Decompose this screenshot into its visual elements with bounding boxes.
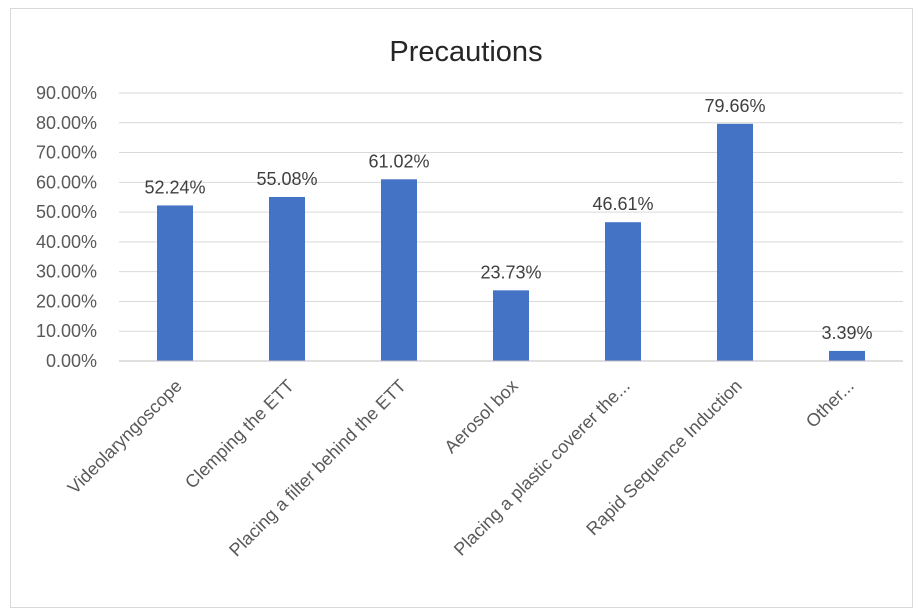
x-category-label: Other... (802, 376, 858, 432)
data-label: 61.02% (368, 151, 429, 171)
bar (717, 123, 753, 361)
bar-chart: Precautions 0.00% 10.00% 20.00% 30.00% 40.00… (36, 36, 903, 561)
bar (157, 205, 193, 361)
bar (605, 222, 641, 361)
y-tick-label: 0.00% (46, 351, 97, 371)
data-label: 23.73% (480, 262, 541, 282)
y-tick-label: 80.00% (36, 113, 97, 133)
y-tick-label: 10.00% (36, 321, 97, 341)
x-category-label: Placing a filter behind the ETT (225, 376, 410, 561)
bar (493, 290, 529, 361)
y-tick-label: 60.00% (36, 172, 97, 192)
bar (381, 179, 417, 361)
x-category-label: Videolaryngoscope (64, 376, 186, 498)
y-tick-label: 90.00% (36, 83, 97, 103)
y-tick-label: 30.00% (36, 262, 97, 282)
x-category-label: Aerosol box (440, 376, 521, 457)
gridlines (119, 92, 903, 332)
bars (157, 123, 865, 361)
y-tick-label: 20.00% (36, 291, 97, 311)
data-label: 55.08% (256, 169, 317, 189)
y-tick-label: 40.00% (36, 232, 97, 252)
data-label: 46.61% (592, 194, 653, 214)
data-label: 52.24% (144, 177, 205, 197)
x-category-label: Placing a plastic coverer the... (450, 376, 634, 560)
y-tick-label: 70.00% (36, 143, 97, 163)
chart-title: Precautions (389, 36, 542, 68)
bar (829, 350, 865, 361)
y-axis-tick-labels: 0.00% 10.00% 20.00% 30.00% 40.00% 50.00% 60.00… (36, 83, 97, 371)
data-labels: 52.24% 55.08% 61.02% 23.73% 46.61% 79.66% 3.39… (144, 96, 872, 343)
chart-frame: Precautions 0.00% 10.00% 20.00% 30.00% 40.00… (10, 8, 913, 608)
bar (269, 196, 305, 361)
data-label: 79.66% (704, 96, 765, 116)
x-category-label: Clemping the ETT (181, 376, 298, 493)
y-tick-label: 50.00% (36, 202, 97, 222)
data-label: 3.39% (821, 323, 872, 343)
